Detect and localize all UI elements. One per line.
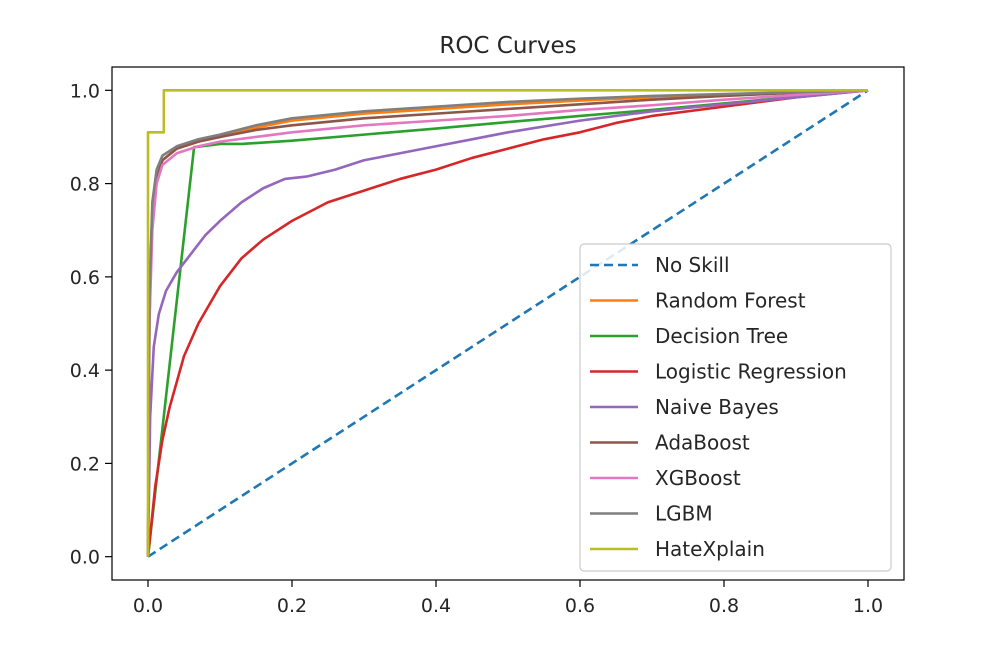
legend-label: No Skill [655, 253, 730, 277]
y-tick-label: 0.8 [70, 174, 100, 196]
legend-box [579, 243, 892, 572]
x-tick-label: 0.2 [277, 595, 307, 617]
series-line-xgboost [146, 89, 869, 557]
y-tick-label: 0.6 [70, 267, 100, 289]
plot-frame [111, 66, 905, 581]
legend-label: XGBoost [655, 466, 741, 490]
x-tick-label: 0.4 [421, 595, 451, 617]
series-line-naive-bayes [146, 89, 869, 557]
x-tick-label: 1.0 [853, 595, 883, 617]
legend: No Skill Random Forest Decision Tree Logist… [579, 243, 892, 572]
chart-title: ROC Curves [439, 33, 576, 59]
legend-label: AdaBoost [655, 431, 750, 455]
legend-label: Logistic Regression [655, 360, 847, 384]
x-axis: 0.0 0.2 0.4 0.6 0.8 1.0 [133, 580, 883, 617]
legend-label: Decision Tree [655, 324, 788, 348]
y-tick-label: 1.0 [70, 80, 100, 102]
y-tick-label: 0.0 [70, 547, 100, 569]
legend-label: Naive Bayes [655, 395, 779, 419]
x-tick-label: 0.8 [709, 595, 739, 617]
legend-label: LGBM [655, 502, 713, 526]
series-line-hatexplain [146, 89, 868, 557]
x-tick-label: 0.0 [133, 595, 163, 617]
y-tick-label: 0.2 [70, 453, 100, 475]
y-tick-label: 0.4 [70, 360, 100, 382]
series-line-no-skill [147, 89, 869, 558]
series-layer [146, 89, 869, 558]
legend-label: Random Forest [655, 289, 806, 313]
y-axis: 0.0 0.2 0.4 0.6 0.8 1.0 [70, 80, 112, 569]
x-tick-label: 0.6 [565, 595, 595, 617]
series-line-logistic-regression [146, 89, 869, 557]
legend-label: HateXplain [655, 537, 765, 561]
series-line-lgbm [146, 89, 869, 557]
